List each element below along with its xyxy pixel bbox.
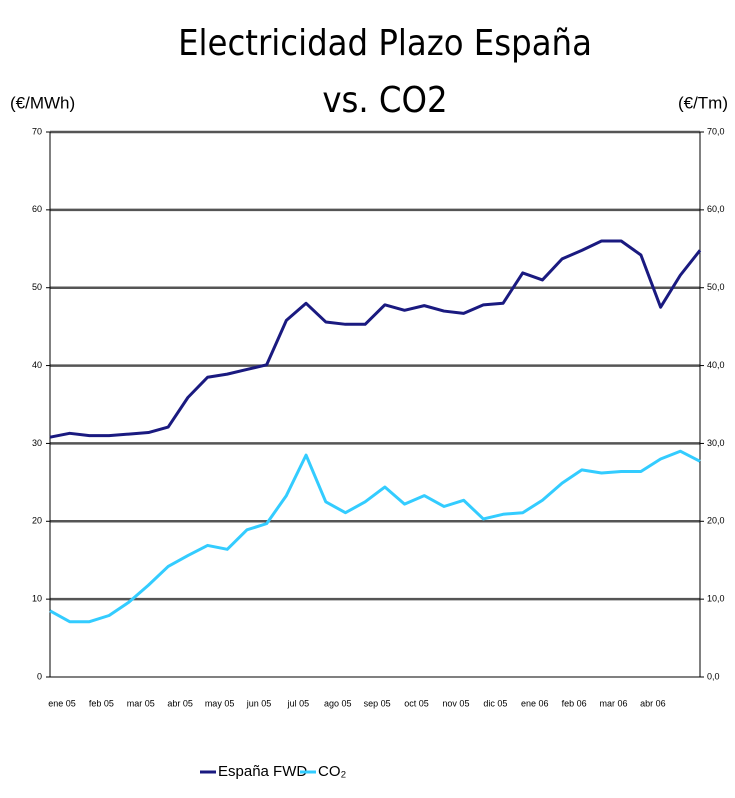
series-line — [49, 449, 701, 624]
chart-title: Electricidad Plazo España — [178, 23, 592, 64]
x-tick-label: ene 06 — [521, 698, 549, 708]
x-tick-label: jul 05 — [287, 698, 310, 708]
x-tick-label: ene 05 — [48, 698, 76, 708]
y2-tick-label: 50,0 — [707, 282, 725, 292]
y2-tick-label: 60,0 — [707, 204, 725, 214]
x-tick-label: abr 06 — [640, 698, 666, 708]
y-tick-label: 10 — [32, 594, 42, 604]
y-tick-label: 20 — [32, 516, 42, 526]
y-tick-label: 50 — [32, 282, 42, 292]
x-tick-label: ago 05 — [324, 698, 352, 708]
legend-label: España FWD — [218, 763, 307, 780]
y-axis-label: (€/MWh) — [10, 93, 75, 112]
x-tick-label: jun 05 — [246, 698, 272, 708]
y-tick-label: 0 — [37, 671, 42, 681]
y2-axis-label: (€/Tm) — [678, 93, 728, 112]
y2-tick-label: 30,0 — [707, 438, 725, 448]
x-tick-label: mar 06 — [600, 698, 628, 708]
y2-tick-label: 40,0 — [707, 360, 725, 370]
chart-subtitle: vs. CO2 — [322, 80, 447, 121]
y2-tick-label: 20,0 — [707, 516, 725, 526]
x-tick-label: abr 05 — [167, 698, 193, 708]
y2-tick-label: 70,0 — [707, 126, 725, 136]
x-tick-label: sep 05 — [364, 698, 391, 708]
legend-label: CO₂ — [318, 763, 347, 780]
x-tick-label: mar 05 — [127, 698, 155, 708]
x-tick-label: feb 06 — [562, 698, 587, 708]
y2-tick-label: 10,0 — [707, 594, 725, 604]
x-tick-label: may 05 — [205, 698, 235, 708]
series-line — [49, 239, 702, 439]
x-tick-label: nov 05 — [442, 698, 469, 708]
x-tick-label: feb 05 — [89, 698, 114, 708]
y-tick-label: 70 — [32, 126, 42, 136]
x-tick-label: oct 05 — [404, 698, 429, 708]
y2-tick-label: 0,0 — [707, 671, 720, 681]
x-tick-label: dic 05 — [483, 698, 507, 708]
y-tick-label: 40 — [32, 360, 42, 370]
y-tick-label: 30 — [32, 438, 42, 448]
y-tick-label: 60 — [32, 204, 42, 214]
